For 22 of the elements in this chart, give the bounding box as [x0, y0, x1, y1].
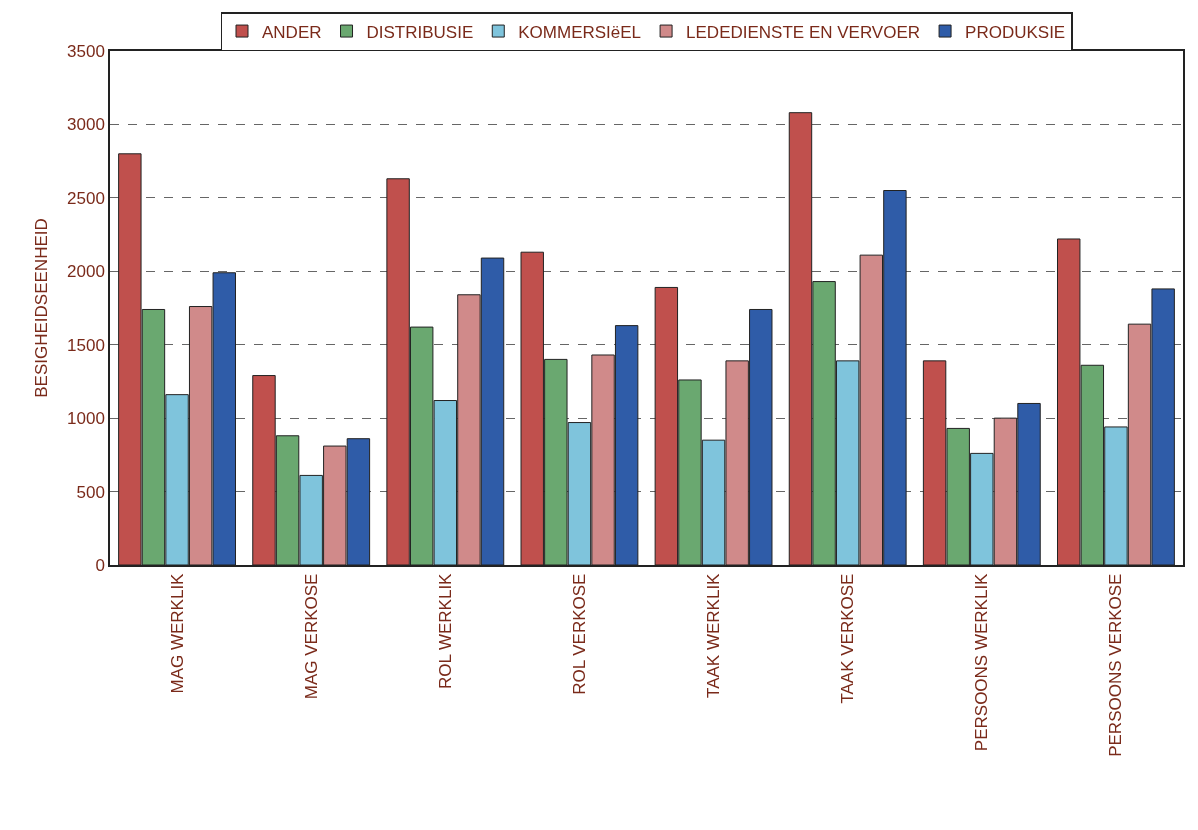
- x-tick-label: PERSOONS VERKOSE: [1106, 573, 1126, 757]
- x-tick-label: PERSOONS WERKLIK: [972, 572, 992, 752]
- x-tick-label: TAAK VERKOSE: [838, 573, 858, 704]
- y-tick-label: 1000: [67, 409, 105, 429]
- y-tick-label: 2000: [67, 262, 105, 282]
- y-tick-label: 0: [95, 555, 105, 575]
- y-axis-title: BESIGHEIDSEENHEID: [32, 218, 52, 398]
- x-tick-label: ROL WERKLIK: [435, 572, 455, 690]
- legend-label: LEDEDIENSTE EN VERVOER: [686, 22, 921, 42]
- y-tick-label: 2500: [67, 188, 105, 208]
- legend-label: ANDER: [262, 22, 322, 42]
- y-tick-label: 3500: [67, 41, 105, 61]
- x-tick-label: MAG WERKLIK: [167, 572, 187, 694]
- y-tick-label: 500: [76, 482, 105, 502]
- legend-label: DISTRIBUSIE: [366, 22, 474, 42]
- x-tick-label: ROL VERKOSE: [569, 573, 589, 695]
- x-tick-label: MAG VERKOSE: [301, 573, 321, 700]
- y-tick-label: 1500: [67, 335, 105, 355]
- y-tick-label: 3000: [67, 115, 105, 135]
- legend-label: KOMMERSIëEL: [518, 22, 642, 42]
- x-tick-label: TAAK WERKLIK: [704, 572, 724, 698]
- legend-label: PRODUKSIE: [965, 22, 1066, 42]
